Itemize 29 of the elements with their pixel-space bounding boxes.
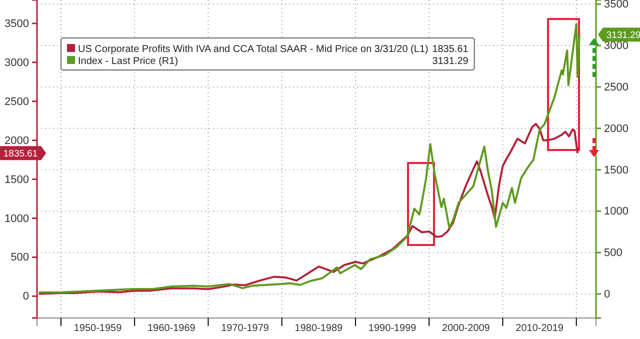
y-tick-label: 0 <box>22 290 29 303</box>
x-tick-label: 1960-1969 <box>147 323 196 334</box>
x-tick-label: 1950-1959 <box>74 323 122 334</box>
y-tick-label: 1500 <box>4 174 29 186</box>
x-tick-label: 2000-2009 <box>442 323 490 334</box>
y2-tick-label: 2000 <box>604 122 628 135</box>
x-tick-label: 1970-1979 <box>221 323 270 334</box>
text: 3131.29 <box>606 30 640 42</box>
y-tick-label: 2000 <box>4 134 29 147</box>
annotation: 1835.61 <box>3 148 38 160</box>
y2-tick-label: 500 <box>604 247 622 260</box>
legend-label: Index - Last Price (R1) <box>78 56 178 67</box>
y2-tick-label: 1500 <box>604 164 628 176</box>
y-tick-label: 1000 <box>4 212 29 225</box>
annotation: 3131.29 <box>432 56 469 67</box>
x-tick-label: 1980-1989 <box>294 323 344 334</box>
y2-tick-label: 2500 <box>604 81 628 94</box>
x-tick-label: 1990-1999 <box>368 323 417 334</box>
y-tick-label: 3500 <box>4 18 29 30</box>
y2-tick-label: 3500 <box>604 0 628 11</box>
x-tick-label: 2010-2019 <box>516 323 564 334</box>
y-tick-label: 2500 <box>4 96 29 108</box>
y2-tick-label: 1000 <box>604 206 628 218</box>
text: 1835.61 <box>432 44 468 55</box>
y-tick-label: 3000 <box>4 56 29 69</box>
y2-tick-label: 0 <box>604 288 610 301</box>
y2-tick-label: 3000 <box>604 40 628 52</box>
legend-label: US Corporate Profits With IVA and CCA Total SAAR - Mid Price on 3/31/20 (L1) <box>78 44 428 55</box>
y-tick-label: 500 <box>10 252 29 264</box>
